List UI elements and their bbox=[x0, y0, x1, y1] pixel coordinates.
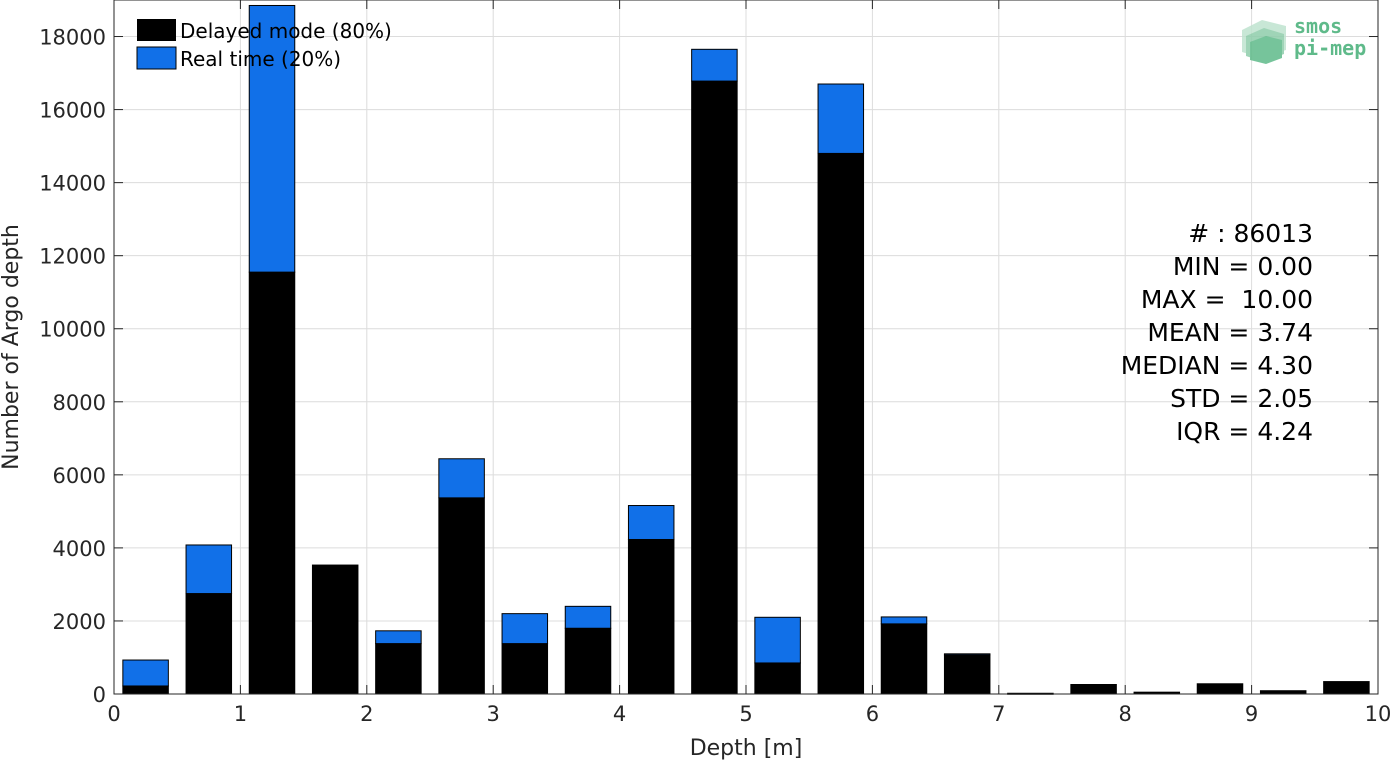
y-tick-label: 0 bbox=[93, 683, 106, 707]
logo-mark-icon bbox=[1242, 20, 1286, 64]
stats-line: # : 86013 bbox=[1188, 219, 1313, 248]
y-tick-label: 16000 bbox=[39, 99, 106, 123]
bar-delayed bbox=[122, 685, 169, 695]
bar-realtime bbox=[880, 616, 928, 625]
bar-realtime bbox=[564, 605, 612, 629]
bar-realtime bbox=[438, 458, 485, 499]
x-axis-label: Depth [m] bbox=[690, 736, 803, 761]
legend-swatch-delayed bbox=[137, 19, 176, 41]
legend-label-realtime: Real time (20%) bbox=[180, 47, 341, 71]
bar-realtime bbox=[248, 4, 296, 273]
y-tick-label: 6000 bbox=[53, 464, 106, 488]
bar-delayed bbox=[438, 497, 485, 695]
x-tick-label: 8 bbox=[1119, 702, 1132, 726]
bar-delayed bbox=[1070, 684, 1117, 695]
legend: Delayed mode (80%) Real time (20%) bbox=[136, 19, 392, 71]
bar-delayed bbox=[501, 643, 549, 695]
bar-delayed bbox=[311, 564, 359, 695]
legend-swatch-realtime bbox=[136, 46, 177, 70]
x-tick-label: 5 bbox=[739, 702, 752, 726]
stats-line: MAX = 10.00 bbox=[1141, 285, 1313, 314]
stats-line: MEDIAN = 4.30 bbox=[1121, 351, 1313, 380]
logo: smos pi-mep bbox=[1242, 14, 1366, 64]
logo-text-pimep: pi-mep bbox=[1294, 36, 1366, 60]
y-tick-label: 2000 bbox=[53, 610, 106, 634]
bar-realtime bbox=[501, 613, 549, 645]
x-tick-label: 4 bbox=[613, 702, 626, 726]
x-tick-label: 2 bbox=[360, 702, 373, 726]
bar-realtime bbox=[122, 659, 169, 687]
x-tick-label: 3 bbox=[487, 702, 500, 726]
bar-delayed bbox=[754, 662, 801, 695]
x-tick-label: 10 bbox=[1365, 702, 1392, 726]
bar-delayed bbox=[1323, 681, 1370, 695]
bar-realtime bbox=[943, 653, 991, 656]
x-tick-label: 7 bbox=[992, 702, 1005, 726]
y-tick-label: 18000 bbox=[39, 26, 106, 50]
stats-line: MIN = 0.00 bbox=[1173, 252, 1313, 281]
bar-delayed bbox=[1196, 683, 1244, 695]
bar-delayed bbox=[880, 623, 928, 695]
bar-realtime bbox=[817, 83, 865, 154]
bar-delayed bbox=[248, 271, 296, 695]
bar-realtime bbox=[627, 505, 675, 540]
x-tick-label: 9 bbox=[1245, 702, 1258, 726]
y-tick-label: 12000 bbox=[39, 245, 106, 269]
bar-delayed bbox=[627, 538, 675, 695]
legend-label-delayed: Delayed mode (80%) bbox=[180, 19, 392, 43]
bar-realtime bbox=[185, 544, 233, 595]
y-tick-label: 10000 bbox=[39, 318, 106, 342]
x-tick-label: 6 bbox=[866, 702, 879, 726]
x-tick-label: 1 bbox=[234, 702, 247, 726]
bars bbox=[122, 4, 1370, 695]
bar-delayed bbox=[375, 643, 422, 695]
y-tick-label: 8000 bbox=[53, 391, 106, 415]
bar-realtime bbox=[691, 48, 738, 82]
logo-text-smos: smos bbox=[1294, 14, 1342, 38]
bar-delayed bbox=[943, 654, 991, 695]
ticks: 0 1 2 3 4 5 6 7 8 9 10 0 2000 4000 6000 8000 10000 12000 1… bbox=[39, 0, 1391, 726]
stats-line: MEAN = 3.74 bbox=[1147, 318, 1313, 347]
bar-delayed bbox=[691, 80, 738, 695]
bar-delayed bbox=[564, 627, 612, 695]
bar-delayed bbox=[185, 593, 233, 695]
bar-delayed bbox=[817, 152, 865, 695]
bar-realtime bbox=[754, 616, 801, 664]
stats-line: STD = 2.05 bbox=[1170, 384, 1313, 413]
y-tick-label: 14000 bbox=[39, 172, 106, 196]
stats-line: IQR = 4.24 bbox=[1176, 417, 1313, 446]
y-axis-label: Number of Argo depth bbox=[0, 224, 24, 470]
bar-realtime bbox=[375, 630, 422, 645]
stats-box: # : 86013 MIN = 0.00 MAX = 10.00 MEAN = 3.7… bbox=[1121, 219, 1313, 446]
x-tick-label: 0 bbox=[107, 702, 120, 726]
y-tick-label: 4000 bbox=[53, 537, 106, 561]
